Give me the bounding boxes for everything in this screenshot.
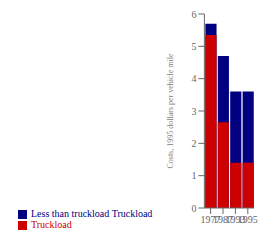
svg-text:2: 2 bbox=[191, 138, 196, 149]
svg-text:1987: 1987 bbox=[213, 214, 233, 226]
svg-text:0: 0 bbox=[191, 203, 196, 214]
svg-text:3: 3 bbox=[191, 106, 196, 117]
svg-text:6: 6 bbox=[191, 9, 196, 20]
html-text:Less than truckload Truckload: Less than truckload Truckload bbox=[31, 207, 153, 219]
svg-text:4: 4 bbox=[191, 73, 196, 84]
html-text:Truckload: Truckload bbox=[31, 218, 72, 230]
svg-text:1977: 1977 bbox=[200, 214, 221, 226]
svg-text:1: 1 bbox=[191, 170, 196, 181]
svg-text:5: 5 bbox=[191, 41, 196, 52]
svg-text:1993: 1993 bbox=[225, 214, 246, 226]
svg-text:Costs, 1995 dollars per vehicl: Costs, 1995 dollars per vehicle mile bbox=[166, 53, 175, 169]
svg-text:1995: 1995 bbox=[238, 214, 258, 225]
